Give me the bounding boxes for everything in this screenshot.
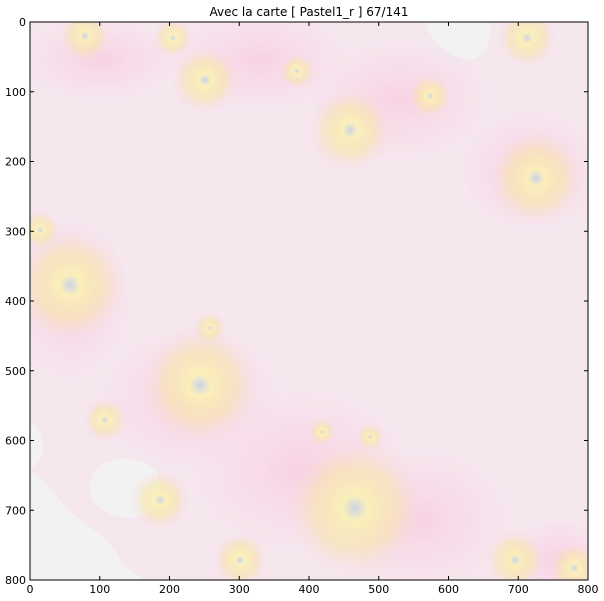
y-axis: 0 100 200 300 400 500 600 700 800 [5, 16, 588, 587]
chart-title: Avec la carte [ Pastel1_r ] 67/141 [209, 5, 408, 19]
spiral [488, 130, 584, 226]
spiral [485, 530, 545, 580]
spiral [279, 53, 315, 89]
x-tick-label: 600 [438, 583, 459, 596]
spiral [548, 542, 588, 580]
y-tick-label: 700 [5, 504, 26, 517]
spiral [285, 438, 425, 578]
x-tick-label: 700 [508, 583, 529, 596]
x-tick-label: 0 [27, 583, 34, 596]
spiral [83, 398, 127, 442]
y-tick-label: 500 [5, 365, 26, 378]
spiral [497, 22, 557, 68]
spiral [153, 22, 193, 58]
spiral [171, 46, 239, 114]
y-tick-label: 400 [5, 295, 26, 308]
interior-region-left [30, 420, 43, 470]
y-tick-label: 300 [5, 225, 26, 238]
x-tick-label: 200 [159, 583, 180, 596]
spiral [140, 325, 260, 445]
fractal-spirals [30, 22, 588, 580]
x-tick-label: 400 [299, 583, 320, 596]
spiral [308, 88, 392, 172]
spiral [356, 423, 384, 451]
y-tick-label: 100 [5, 86, 26, 99]
x-tick-label: 800 [578, 583, 599, 596]
spiral [408, 74, 452, 118]
x-tick-label: 300 [229, 583, 250, 596]
x-tick-label: 500 [368, 583, 389, 596]
spiral [194, 312, 226, 344]
y-tick-label: 800 [5, 574, 26, 587]
spiral [130, 470, 190, 530]
y-tick-label: 600 [5, 435, 26, 448]
x-axis: 0 100 200 300 400 500 600 700 800 [27, 22, 599, 596]
spiral [30, 227, 128, 343]
interior-region-top-right [425, 22, 491, 60]
x-tick-label: 100 [89, 583, 110, 596]
spiral [308, 418, 336, 446]
plot-area [30, 22, 588, 580]
spiral [212, 532, 268, 580]
y-tick-label: 200 [5, 156, 26, 169]
spiral [30, 210, 60, 250]
interior-region-bottom-left [30, 470, 145, 580]
y-tick-label: 0 [19, 16, 26, 29]
spiral [59, 22, 111, 62]
